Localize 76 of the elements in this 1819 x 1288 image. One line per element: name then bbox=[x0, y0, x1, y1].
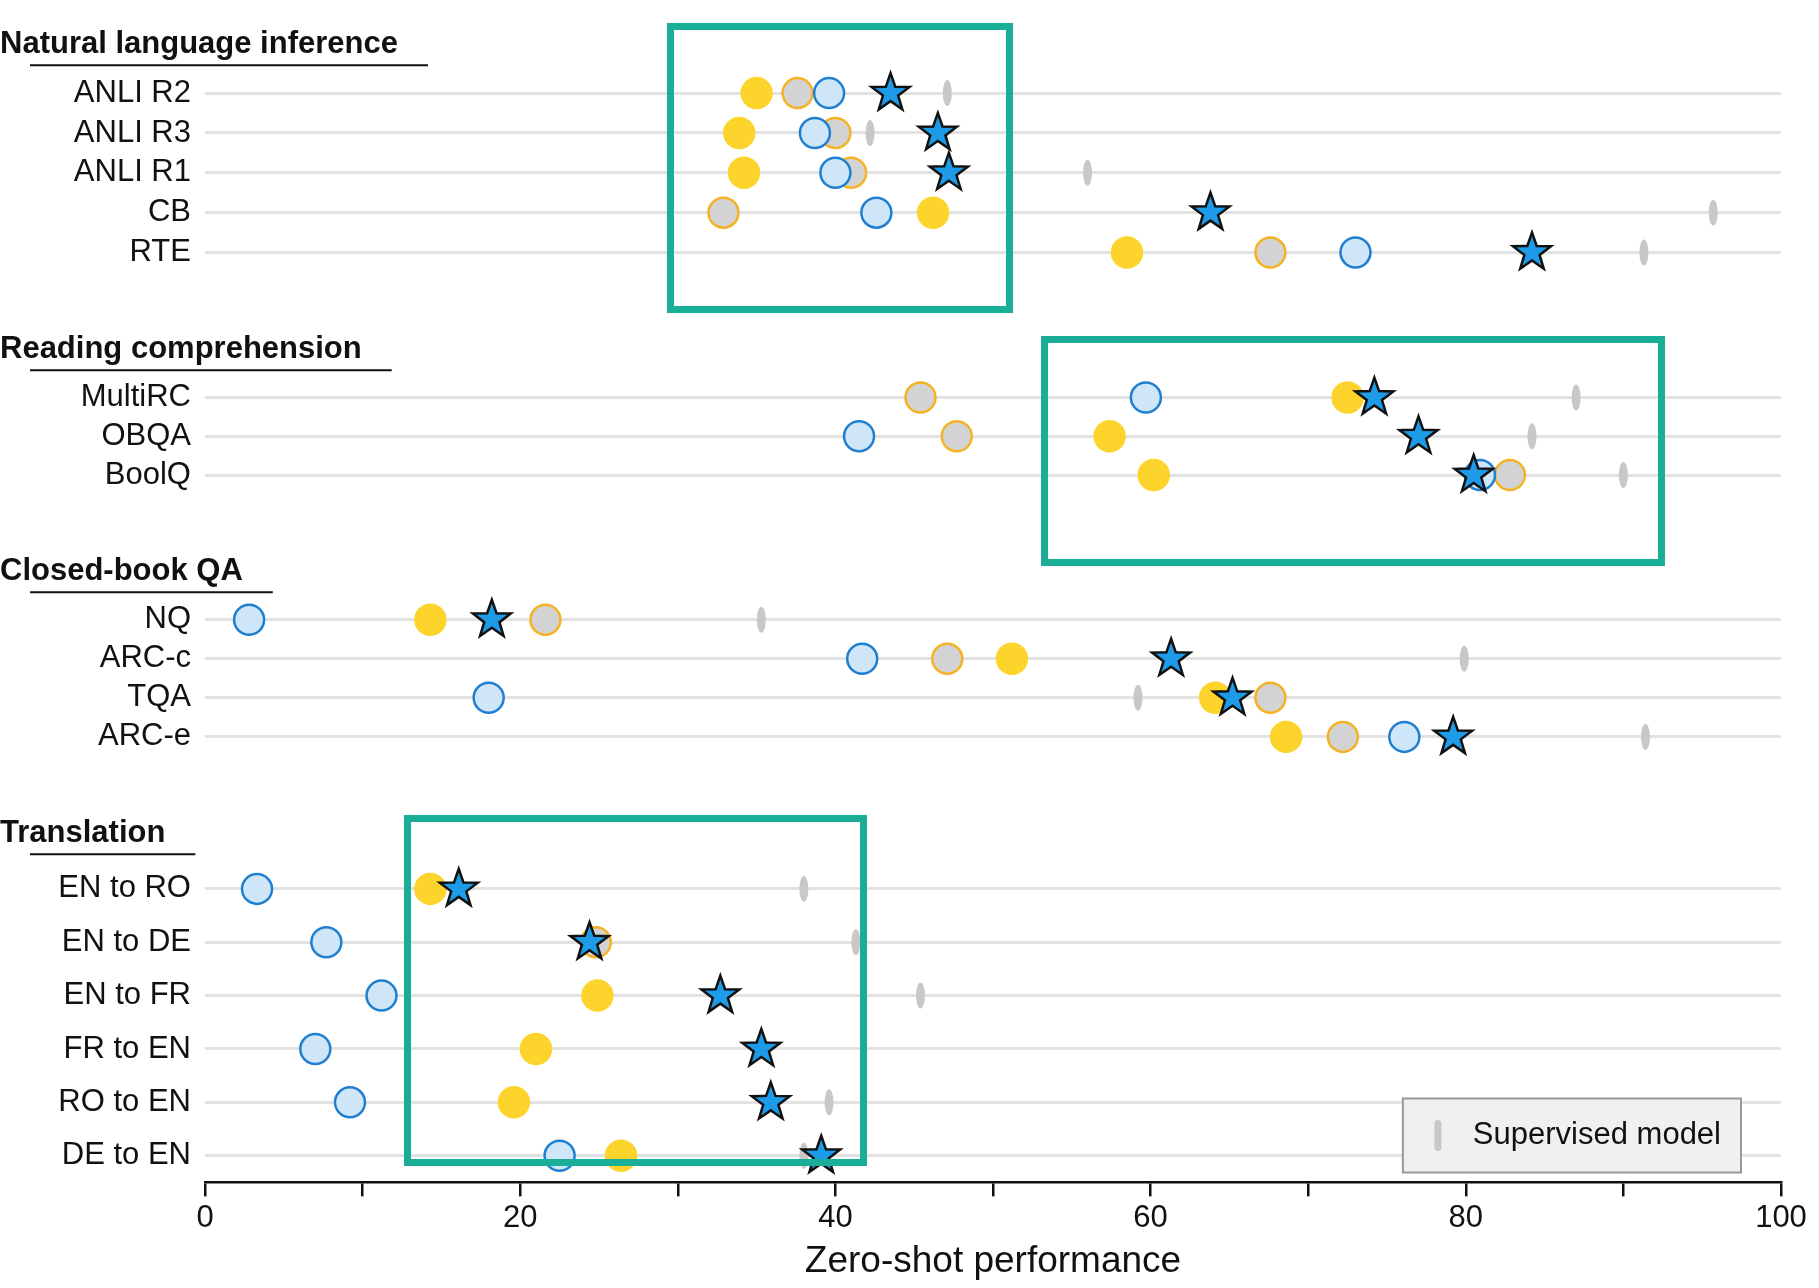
y-tick-label: DE to EN bbox=[61, 1136, 191, 1172]
point bbox=[931, 642, 964, 676]
point bbox=[1339, 236, 1372, 269]
x-axis-title: Zero-shot performance bbox=[804, 1239, 1182, 1280]
point bbox=[1093, 420, 1126, 453]
y-tick-label: ARC-e bbox=[97, 717, 191, 753]
point bbox=[842, 420, 876, 453]
point bbox=[299, 1032, 332, 1066]
point bbox=[1137, 458, 1170, 492]
chart-title: Closed-book QA bbox=[0, 552, 243, 588]
y-tick-label: OBQA bbox=[101, 416, 192, 452]
point bbox=[232, 603, 266, 636]
point bbox=[1269, 720, 1303, 754]
y-tick-label: NQ bbox=[144, 600, 191, 636]
y-tick-label: RO to EN bbox=[58, 1082, 191, 1118]
point bbox=[798, 116, 832, 150]
y-tick-label: FR to EN bbox=[63, 1029, 191, 1065]
point bbox=[819, 156, 852, 190]
y-tick-label: ANLI R3 bbox=[73, 113, 191, 149]
point bbox=[581, 979, 614, 1012]
point bbox=[1388, 720, 1421, 754]
y-tick-label: EN to RO bbox=[58, 869, 191, 905]
x-tick-label: 80 bbox=[1448, 1198, 1484, 1234]
y-tick-label: ANLI R1 bbox=[73, 153, 191, 189]
y-tick-label: RTE bbox=[129, 233, 191, 269]
point bbox=[781, 76, 814, 110]
point bbox=[529, 603, 562, 636]
point bbox=[1326, 720, 1360, 754]
point bbox=[1129, 381, 1163, 414]
point bbox=[812, 76, 846, 110]
x-tick-label: 20 bbox=[502, 1198, 538, 1234]
point bbox=[904, 381, 937, 414]
point bbox=[1430, 713, 1476, 757]
point bbox=[1493, 458, 1527, 492]
y-tick-label: TQA bbox=[127, 678, 192, 714]
chart-title: Translation bbox=[0, 814, 166, 850]
point bbox=[333, 1086, 367, 1119]
point bbox=[727, 156, 761, 190]
point bbox=[845, 642, 879, 676]
point bbox=[365, 979, 398, 1012]
point bbox=[860, 196, 893, 229]
y-tick-label: ARC-c bbox=[99, 639, 191, 675]
point bbox=[1331, 381, 1364, 414]
y-tick-label: BoolQ bbox=[104, 455, 191, 491]
y-tick-label: CB bbox=[147, 193, 191, 229]
y-tick-label: EN to DE bbox=[61, 922, 191, 958]
x-tick-label: 0 bbox=[196, 1198, 214, 1234]
point bbox=[995, 642, 1029, 676]
point bbox=[436, 865, 482, 909]
point bbox=[940, 420, 973, 453]
chart-title: Reading comprehension bbox=[0, 330, 362, 366]
y-tick-label: EN to FR bbox=[63, 976, 191, 1012]
point bbox=[1509, 229, 1555, 272]
y-tick-label: MultiRC bbox=[80, 378, 191, 414]
x-tick-label: 40 bbox=[818, 1198, 853, 1234]
point bbox=[414, 603, 447, 636]
point bbox=[1110, 236, 1144, 269]
point bbox=[723, 116, 756, 150]
point bbox=[472, 681, 505, 715]
y-tick-label: ANLI R2 bbox=[73, 73, 191, 109]
point bbox=[240, 872, 274, 906]
point bbox=[497, 1086, 531, 1119]
point bbox=[567, 918, 612, 962]
point bbox=[519, 1032, 553, 1066]
point bbox=[414, 872, 447, 906]
point bbox=[1254, 236, 1287, 269]
point bbox=[1254, 681, 1287, 715]
x-tick-label: 60 bbox=[1133, 1198, 1168, 1234]
point bbox=[915, 109, 961, 153]
point bbox=[916, 196, 950, 229]
legend-label: Supervised model bbox=[1472, 1115, 1721, 1151]
chart-title: Natural language inference bbox=[0, 25, 398, 61]
point bbox=[310, 926, 343, 959]
point bbox=[707, 196, 740, 229]
point bbox=[740, 76, 773, 110]
x-tick-label: 100 bbox=[1755, 1198, 1807, 1234]
